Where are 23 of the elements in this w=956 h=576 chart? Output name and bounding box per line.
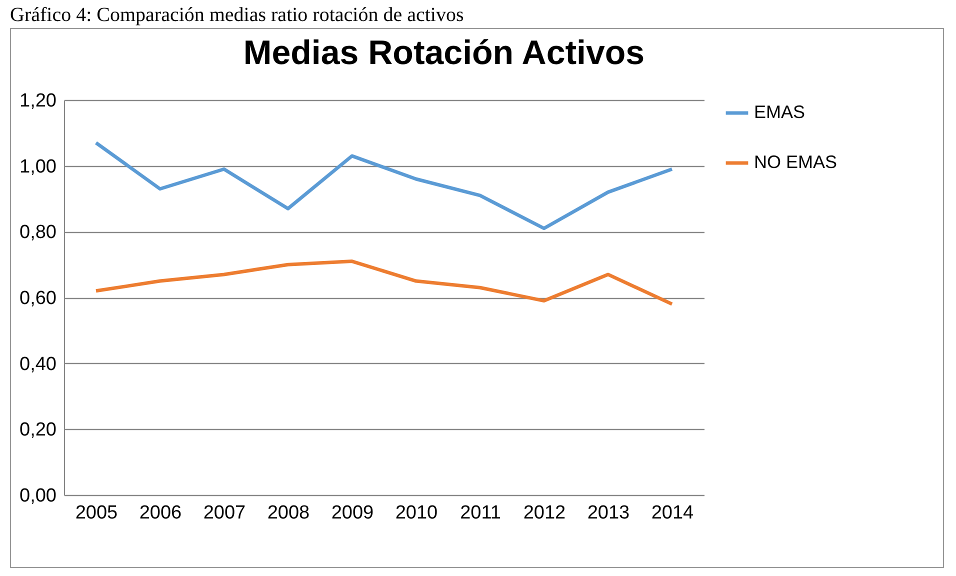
y-tick-label: 0,80 [20,222,56,244]
legend-label: EMAS [754,102,806,122]
y-tick-label: 0,40 [20,354,56,375]
x-tick-label: 2008 [267,502,310,524]
line-series [94,141,674,230]
x-tick-label: 2011 [460,502,501,524]
line-series [94,260,674,306]
legend-label: NO EMAS [754,152,838,172]
y-tick-label: 0,00 [20,486,56,506]
x-tick-label: 2005 [75,502,118,524]
y-tick-label: 1,20 [20,90,56,112]
x-tick-label: 2013 [587,502,630,524]
y-tick-label: 1,00 [20,156,56,178]
x-tick-label: 2010 [395,502,438,524]
y-tick-label: 0,20 [20,420,56,441]
x-tick-label: 2007 [203,502,246,524]
x-tick-label: 2012 [523,502,566,524]
y-tick-label: 0,60 [20,288,56,309]
x-tick-label: 2009 [331,502,374,524]
chart-title: Medias Rotación Activos [243,34,645,72]
x-tick-label: 2014 [651,502,694,524]
x-tick-label: 2006 [139,502,182,524]
text: Gráfico 4: Comparación medias ratio rotación de activos [9,3,465,28]
